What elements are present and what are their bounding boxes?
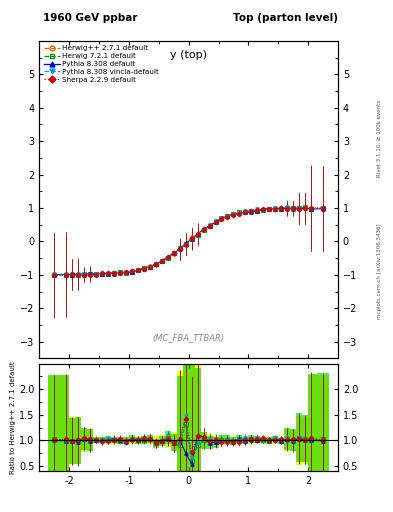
Legend: Herwig++ 2.7.1 default, Herwig 7.2.1 default, Pythia 8.308 default, Pythia 8.308: Herwig++ 2.7.1 default, Herwig 7.2.1 def… bbox=[42, 43, 162, 85]
Text: y (top): y (top) bbox=[170, 51, 207, 60]
Text: (MC_FBA_TTBAR): (MC_FBA_TTBAR) bbox=[152, 333, 225, 343]
Y-axis label: Ratio to Herwig++ 2.7.1 default: Ratio to Herwig++ 2.7.1 default bbox=[10, 361, 16, 474]
Text: 1960 GeV ppbar: 1960 GeV ppbar bbox=[43, 13, 138, 23]
Text: Top (parton level): Top (parton level) bbox=[233, 13, 338, 23]
Text: Rivet 3.1.10, ≥ 100k events: Rivet 3.1.10, ≥ 100k events bbox=[377, 100, 382, 177]
Text: mcplots.cern.ch [arXiv:1306.3436]: mcplots.cern.ch [arXiv:1306.3436] bbox=[377, 224, 382, 319]
